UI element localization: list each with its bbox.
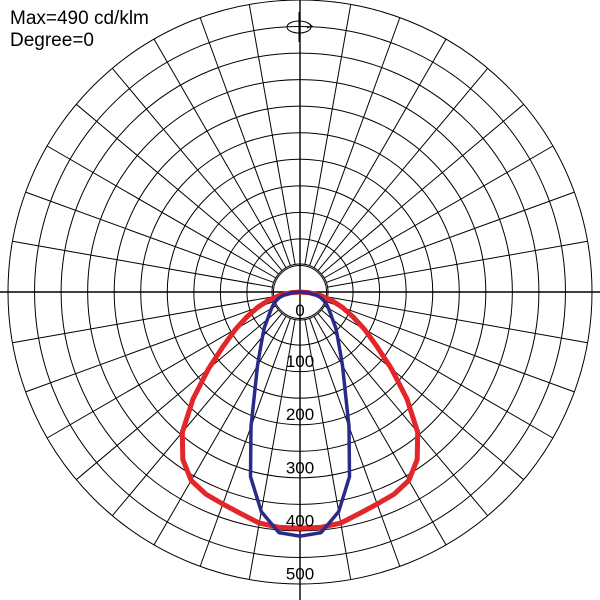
grid-spoke [313, 315, 447, 546]
grid-spoke [12, 296, 273, 344]
radial-tick-label: 500 [286, 564, 314, 583]
grid-spoke [25, 191, 274, 283]
grid-spoke [111, 313, 283, 517]
radial-tick-label: 0 [295, 301, 304, 320]
grid-spoke [304, 4, 352, 265]
max-intensity-label: Max=490 cd/klm [10, 8, 149, 29]
grid-spoke [323, 145, 554, 279]
grid-spoke [248, 319, 296, 580]
radial-tick-label: 200 [286, 405, 314, 424]
chart-header: Max=490 cd/klm Degree=0 [10, 8, 149, 52]
radial-tick-label: 300 [286, 458, 314, 477]
intensity-curves [179, 289, 421, 538]
grid-spoke [321, 103, 525, 275]
grid-spoke [199, 17, 291, 266]
grid-spoke [304, 319, 352, 580]
grid-spoke [248, 4, 296, 265]
grid-spoke [321, 309, 525, 481]
radial-tick-label: 400 [286, 511, 314, 530]
grid-spoke [313, 38, 447, 269]
grid-spoke [25, 301, 274, 393]
intensity-curve-2 [248, 290, 352, 538]
grid-spoke [111, 67, 283, 271]
grid-spoke [326, 191, 575, 283]
radial-tick-label: 100 [286, 352, 314, 371]
rotate-icon [286, 12, 314, 42]
grid-spoke [317, 313, 489, 517]
grid-spoke [309, 318, 401, 567]
grid-spoke [75, 309, 279, 481]
grid-spoke [153, 315, 287, 546]
grid-spoke [75, 103, 279, 275]
grid-spoke [327, 240, 588, 288]
grid-spoke [309, 17, 401, 266]
grid-spoke [317, 67, 489, 271]
grid-spoke [153, 38, 287, 269]
grid-spoke [12, 240, 273, 288]
grid-spoke [326, 301, 575, 393]
grid-spoke [327, 296, 588, 344]
grid-spoke [46, 145, 277, 279]
radial-tick-labels: 0 100 200 300 400 500 [286, 301, 314, 583]
degree-label: Degree=0 [10, 30, 94, 51]
intensity-curve-1 [179, 289, 421, 531]
grid-spoke [199, 318, 291, 567]
